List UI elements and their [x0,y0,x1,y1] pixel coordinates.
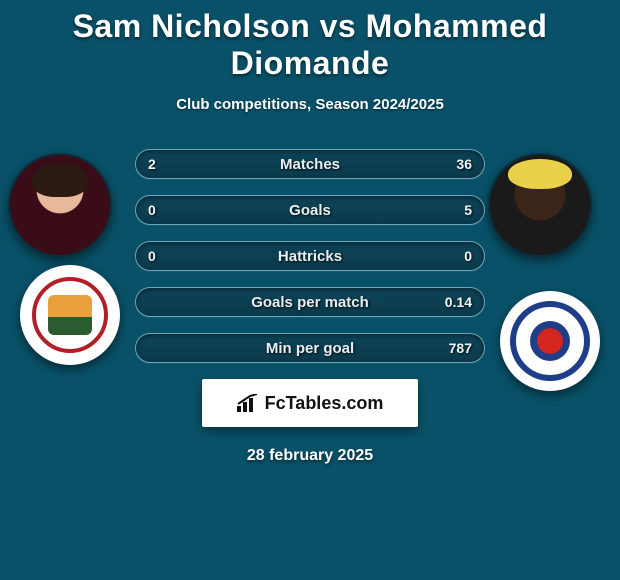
brand-badge: FcTables.com [202,379,418,427]
stat-label: Hattricks [136,242,484,270]
chart-icon [237,394,259,412]
stat-row: 0 Goals 5 [135,195,485,225]
stat-label: Matches [136,150,484,178]
stat-rows: 2 Matches 36 0 Goals 5 0 Hattricks 0 Goa… [135,143,485,363]
player-right-avatar [488,153,592,257]
club-left-crest [20,265,120,365]
page-subtitle: Club competitions, Season 2024/2025 [0,96,620,113]
stat-label: Goals per match [136,288,484,316]
stat-row: Min per goal 787 [135,333,485,363]
stat-right-value: 787 [449,334,472,362]
page-title: Sam Nicholson vs Mohammed Diomande [0,0,620,82]
date-label: 28 february 2025 [0,447,620,465]
stat-label: Min per goal [136,334,484,362]
brand-text: FcTables.com [265,393,384,414]
stat-right-value: 5 [464,196,472,224]
stat-row: Goals per match 0.14 [135,287,485,317]
stat-row: 2 Matches 36 [135,149,485,179]
player-left-avatar [8,153,112,257]
stat-label: Goals [136,196,484,224]
stat-right-value: 36 [456,150,472,178]
stat-right-value: 0.14 [445,288,472,316]
comparison-stage: 2 Matches 36 0 Goals 5 0 Hattricks 0 Goa… [0,143,620,465]
stat-right-value: 0 [464,242,472,270]
stat-row: 0 Hattricks 0 [135,241,485,271]
club-right-crest [500,291,600,391]
